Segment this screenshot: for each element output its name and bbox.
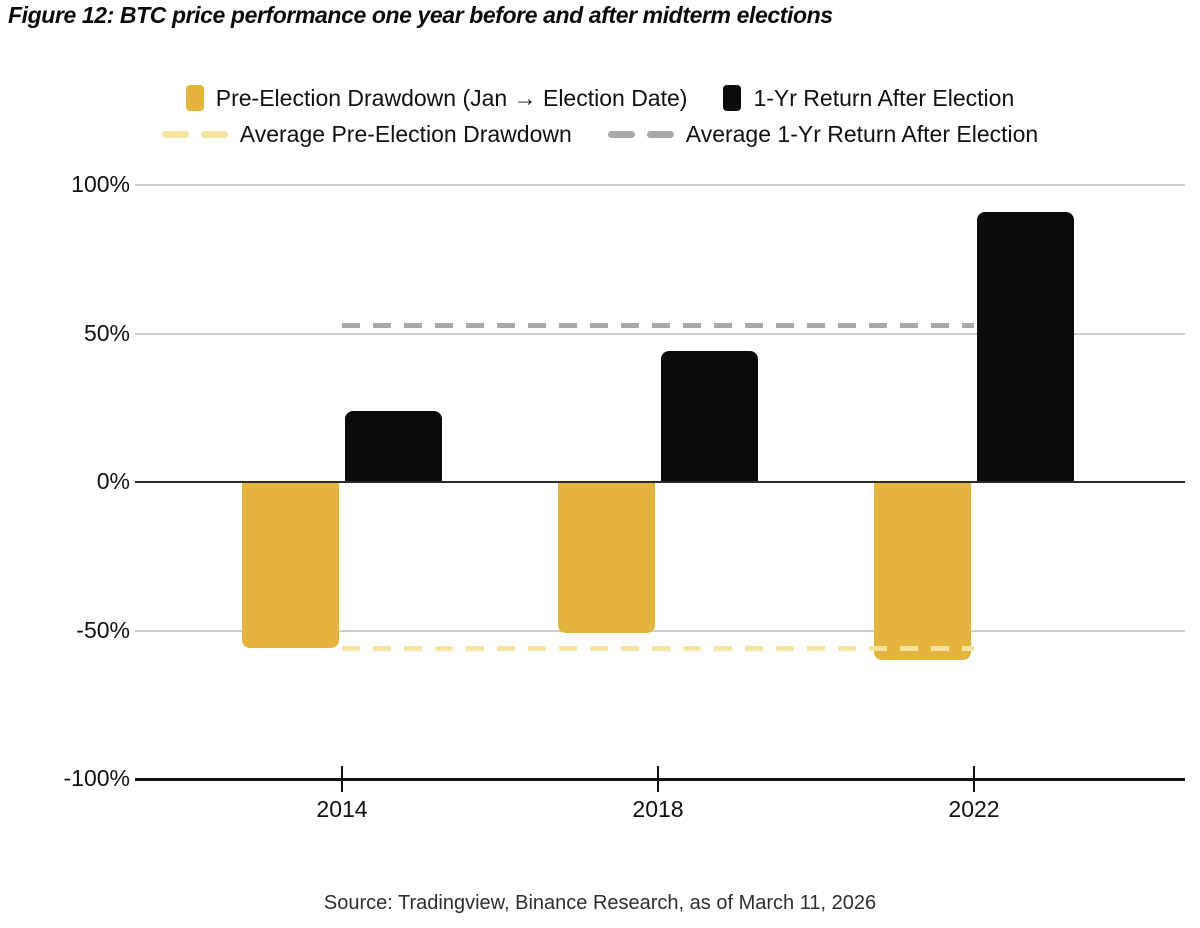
legend-label: 1-Yr Return After Election — [753, 84, 1015, 111]
dash-segment — [200, 130, 228, 138]
legend-item: Average Pre-Election Drawdown — [161, 120, 572, 148]
y-axis-tick-label: -50% — [76, 616, 130, 643]
x-axis-tick-label: 2022 — [948, 796, 1000, 822]
legend-row-2: Average Pre-Election Drawdown Average 1-Y… — [161, 118, 1039, 150]
x-axis-tick — [657, 766, 659, 792]
x-axis-tick — [341, 766, 343, 792]
drawdown-bar-2018 — [558, 482, 655, 634]
y-axis-tick-label: -100% — [63, 765, 130, 791]
average-line-gray_dash — [342, 322, 974, 328]
y-axis-tick-label: 0% — [96, 468, 130, 494]
gridline--50% — [135, 629, 1185, 632]
black-square-swatch-icon — [723, 85, 742, 111]
legend-item: 1-Yr Return After Election — [723, 85, 1014, 112]
pale-gold-dash-swatch-icon — [161, 130, 228, 138]
drawdown-bar-2022 — [874, 482, 971, 661]
x-axis-tick-label: 2014 — [316, 796, 368, 822]
gray-dash-swatch-icon — [607, 130, 674, 138]
figure-title: Figure 12: BTC price performance one yea… — [8, 2, 833, 28]
gridline-100% — [135, 184, 1185, 186]
legend-label: Pre-Election Drawdown (Jan → Election Da… — [215, 84, 688, 111]
source-caption: Source: Tradingview, Binance Research, a… — [323, 892, 877, 914]
x-axis-line — [135, 778, 1185, 781]
dash-segment — [646, 130, 674, 138]
legend-row-1: Pre-Election Drawdown (Jan → Election Da… — [185, 82, 1014, 114]
zero-baseline — [135, 481, 1185, 483]
legend-item: Average 1-Yr Return After Election — [607, 120, 1039, 148]
x-axis-tick-label: 2018 — [632, 796, 684, 822]
gridline-50% — [135, 332, 1185, 335]
legend-label: Average Pre-Election Drawdown — [239, 120, 572, 147]
average-line-pale_gold — [342, 646, 974, 652]
dash-segment — [607, 130, 635, 138]
chart-legend: Pre-Election Drawdown (Jan → Election Da… — [0, 82, 1200, 150]
y-axis-tick-label: 100% — [71, 171, 130, 197]
return-bar-2018 — [661, 351, 758, 482]
y-axis-tick-label: 50% — [83, 319, 130, 346]
gold-square-swatch-icon — [185, 85, 204, 111]
x-axis-tick — [973, 766, 975, 792]
legend-label: Average 1-Yr Return After Election — [685, 120, 1039, 147]
drawdown-bar-2014 — [242, 482, 339, 649]
dash-segment — [161, 130, 189, 138]
return-bar-2022 — [977, 211, 1074, 482]
return-bar-2014 — [345, 410, 442, 482]
legend-item: Pre-Election Drawdown (Jan → Election Da… — [185, 84, 688, 112]
